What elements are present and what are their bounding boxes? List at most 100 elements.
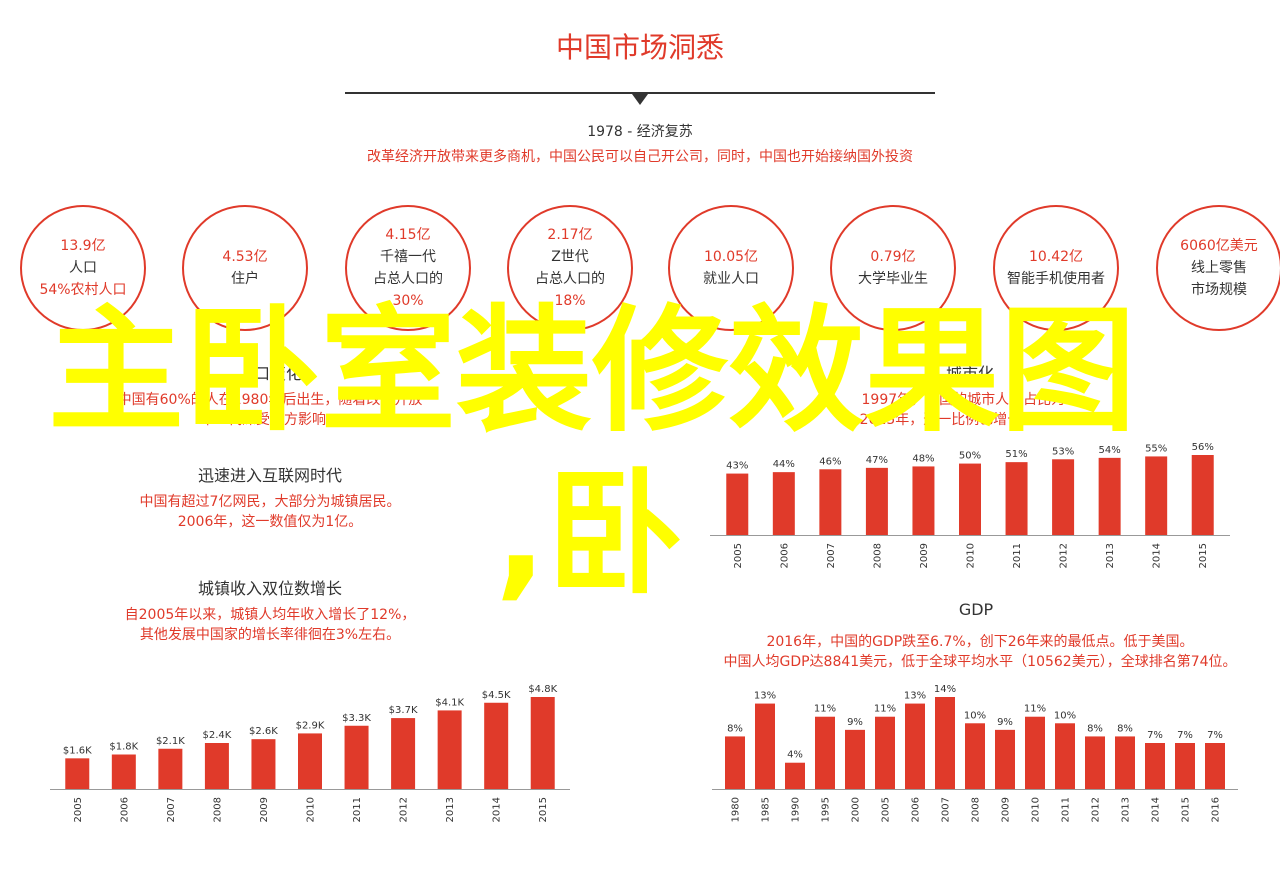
x-tick-label: 2011 [1061,797,1072,822]
bar [1098,457,1121,535]
bar-label: 8% [1087,723,1103,734]
bar-label: $1.8K [109,742,138,753]
overlay-subtitle: ,卧 [495,456,683,614]
x-tick-label: 2007 [941,797,952,822]
internet-title: 迅速进入互联网时代 [197,466,342,485]
stat-line: 线上零售 [1191,260,1247,276]
stat-line: 大学毕业生 [858,271,928,287]
stat-line: 占总人口的 [535,271,605,287]
bar [726,473,749,535]
bar-label: $4.1K [435,697,464,708]
bar [344,725,369,789]
stat-line: 市场规模 [1191,282,1247,298]
x-tick-label: 1985 [761,797,772,822]
x-tick-label: 2013 [1121,797,1132,822]
bar [1115,736,1135,789]
bar-label: 8% [727,723,743,734]
bar [935,697,955,789]
bar [845,729,865,789]
stat-line: 10.42亿 [1028,249,1084,265]
x-tick-label: 2014 [1152,543,1163,568]
bar [1175,743,1195,789]
internet-desc-2: 2006年，这一数值仅为1亿。 [177,514,363,530]
bar [298,733,322,789]
x-tick-label: 2012 [399,797,410,822]
bar-label: $3.3K [342,713,371,724]
stat-line: 10.05亿 [703,249,759,265]
bar-label: $2.4K [202,730,231,741]
x-tick-label: 2009 [1001,797,1012,822]
bar [484,702,509,789]
stat-line: 智能手机使用者 [1007,271,1105,287]
bar [1145,456,1168,535]
bar-label: 10% [964,710,986,721]
x-tick-label: 2006 [779,543,790,568]
population-desc-1: 中国有60%的人在1980年后出生，随着改革开放 [117,392,423,408]
bar [905,703,925,789]
stat-line: 人口 [69,260,97,276]
stat-line: 住户 [231,271,259,287]
title-divider [345,92,935,94]
x-tick-label: 2010 [1031,797,1042,822]
bar-label: 54% [1099,445,1121,456]
era-description: 改革经济开放带来更多商机，中国公民可以自己开公司，同时，中国也开始接纳国外投资 [367,149,913,165]
stat-line: Z世代 [551,249,589,265]
stat-circle: 4.15亿 千禧一代 占总人口的 30% [345,205,471,331]
x-tick-label: 2011 [352,797,363,822]
bar [251,739,276,789]
bar-label: 13% [754,691,776,702]
bar-label: 9% [997,717,1013,728]
bar [995,729,1015,789]
bar [755,703,775,789]
bar [725,736,745,789]
x-tick-label: 2007 [826,543,837,568]
bar [1191,455,1214,535]
x-tick-label: 2010 [306,797,317,822]
bar [204,743,229,789]
urban-desc-1: 1997年，中国的城市人口占比为... [861,392,1079,408]
population-title: 人口变化 [237,364,302,383]
stat-line: 占总人口的 [373,271,443,287]
x-tick-label: 1995 [821,797,832,822]
bar-label: $3.7K [389,705,418,716]
bar [785,762,805,789]
x-tick-label: 2016 [1211,797,1222,822]
stat-line: 30% [392,293,424,309]
x-tick-label: 2010 [966,543,977,568]
x-tick-label: 2009 [919,543,930,568]
bar [865,467,888,535]
x-tick-label: 2009 [259,797,270,822]
bar-label: 7% [1207,730,1223,741]
x-tick-label: 2014 [1151,797,1162,822]
page-title: 中国市场洞悉 [555,31,724,64]
income-bar-chart: $1.6K 2005 $1.8K 2006 $2.1K 2007 $2.4K 2008 $2.6… [50,684,570,822]
income-desc-2: 其他发展中国家的增长率徘徊在3%左右。 [139,627,401,643]
x-tick-label: 2006 [911,797,922,822]
bar [965,723,985,789]
bar [1025,716,1045,789]
stat-line: 就业人口 [703,271,759,287]
stat-circle: 0.79亿 大学毕业生 [830,205,956,331]
stat-line: 4.15亿 [385,227,431,243]
x-tick-label: 1990 [791,797,802,822]
bar [1205,743,1225,789]
bar-label: $1.6K [63,745,92,756]
bar-label: 11% [874,704,896,715]
bar-label: 7% [1177,730,1193,741]
bar [65,758,90,789]
bar-label: 48% [912,453,934,464]
era-label: 1978 - 经济复苏 [587,124,693,140]
bar-label: 10% [1054,710,1076,721]
stat-circle: 10.05亿 就业人口 [668,205,794,331]
x-tick-label: 2005 [881,797,892,822]
bar-label: 13% [904,691,926,702]
stat-circle: 10.42亿智能手机使用者 [993,205,1119,331]
x-tick-label: 2013 [1105,543,1116,568]
x-tick-label: 2015 [538,797,549,822]
bar-label: 43% [726,461,748,472]
gdp-title: GDP [958,600,994,619]
bar [391,718,416,789]
x-tick-label: 2015 [1198,543,1209,568]
bar [1055,723,1075,789]
bar [158,748,183,789]
